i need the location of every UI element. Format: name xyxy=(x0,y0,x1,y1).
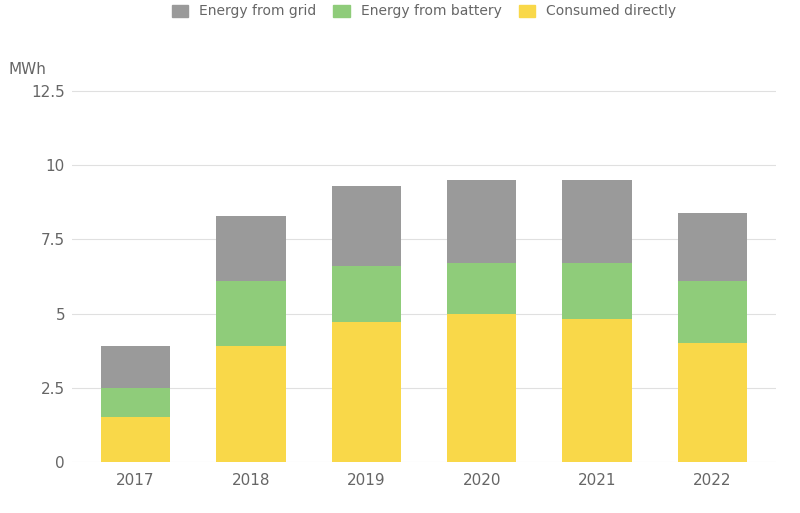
Bar xyxy=(562,263,632,320)
Bar xyxy=(678,281,747,343)
Bar xyxy=(216,346,286,462)
Bar xyxy=(678,343,747,462)
Text: MWh: MWh xyxy=(9,62,46,76)
Bar xyxy=(447,263,516,313)
Bar xyxy=(678,213,747,281)
Bar xyxy=(101,388,170,417)
Legend: Energy from grid, Energy from battery, Consumed directly: Energy from grid, Energy from battery, C… xyxy=(171,5,677,18)
Bar xyxy=(562,180,632,263)
Bar xyxy=(101,346,170,388)
Bar xyxy=(332,186,401,266)
Bar xyxy=(447,180,516,263)
Bar xyxy=(216,215,286,281)
Bar xyxy=(447,313,516,462)
Bar xyxy=(101,417,170,462)
Bar xyxy=(332,266,401,322)
Bar xyxy=(562,320,632,462)
Bar xyxy=(332,322,401,462)
Bar xyxy=(216,281,286,346)
